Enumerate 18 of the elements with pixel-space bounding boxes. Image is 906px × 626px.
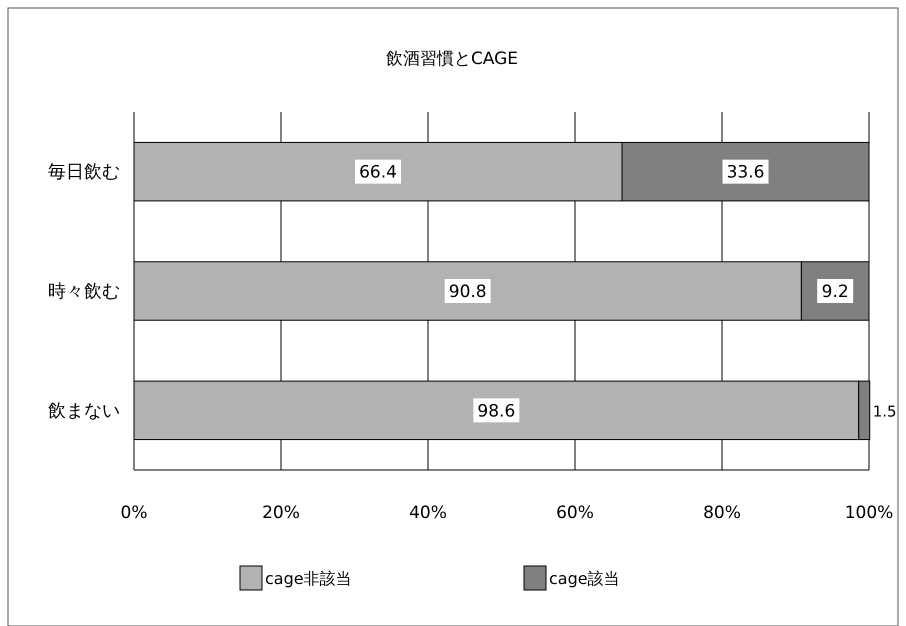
x-tick-label: 80% [703, 503, 741, 523]
y-tick-label: 毎日飲む [48, 162, 120, 183]
data-label: 33.6 [726, 162, 764, 183]
data-label: 98.6 [477, 401, 516, 422]
y-tick-label: 飲まない [48, 400, 120, 422]
legend-label: cage該当 [549, 569, 620, 588]
legend-label: cage非該当 [265, 569, 352, 588]
data-label: 90.8 [448, 282, 487, 302]
x-tick-label: 100% [844, 503, 894, 523]
data-label: 1.5 [872, 402, 897, 420]
data-label: 9.2 [822, 282, 849, 302]
x-tick-label: 0% [120, 503, 148, 523]
data-label: 66.4 [359, 162, 397, 183]
x-tick-label: 60% [556, 503, 594, 523]
y-tick-label: 時々飲む [48, 281, 120, 302]
x-tick-label: 40% [409, 503, 447, 523]
x-tick-label: 20% [262, 503, 300, 523]
chart-title: 飲酒習慣とCAGE [386, 49, 518, 69]
